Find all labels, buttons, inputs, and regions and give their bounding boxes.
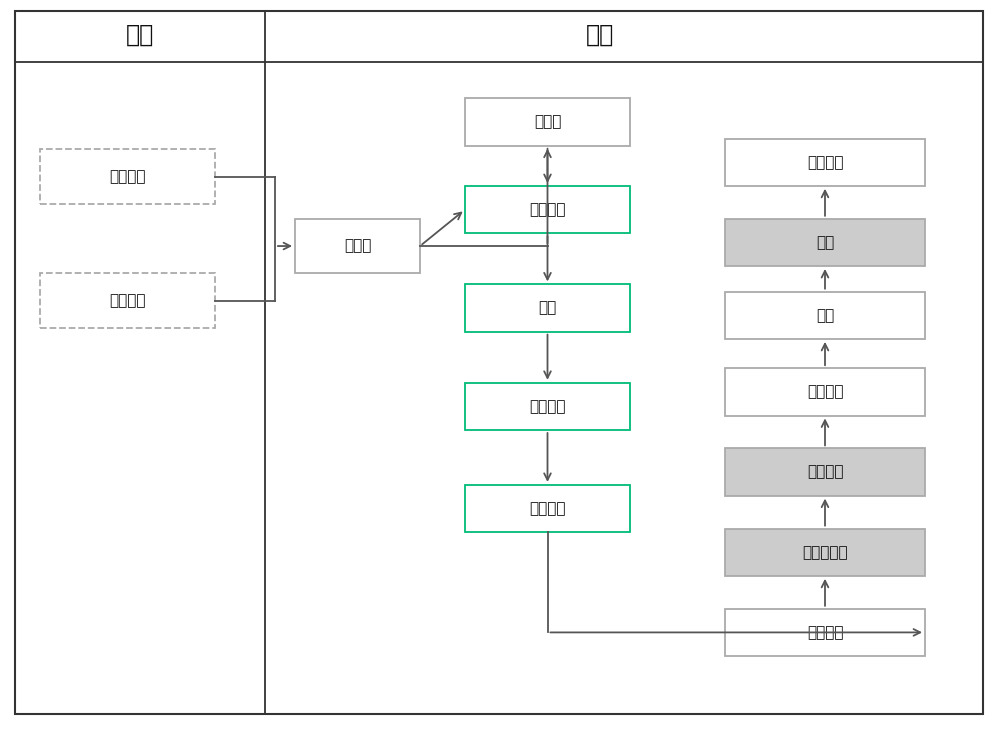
Text: 钻孔: 钻孔 (538, 300, 557, 316)
Text: 暂存区: 暂存区 (534, 114, 561, 130)
Text: 人工下板: 人工下板 (529, 399, 566, 414)
Text: 铝片开料: 铝片开料 (109, 293, 146, 308)
Text: 自动上板: 自动上板 (807, 625, 843, 640)
Bar (40, 273, 215, 328)
Bar (725, 448, 925, 496)
Text: 钻孔: 钻孔 (586, 23, 614, 47)
Bar (465, 383, 630, 430)
Bar (295, 219, 420, 273)
Text: 送磨板线: 送磨板线 (529, 501, 566, 516)
Text: 验孔: 验孔 (816, 235, 834, 250)
Bar (465, 186, 630, 233)
Bar (725, 139, 925, 186)
Text: 自动收板: 自动收板 (807, 155, 843, 170)
Text: 开料: 开料 (126, 23, 154, 47)
Text: 人工上板: 人工上板 (529, 202, 566, 217)
Bar (725, 219, 925, 266)
Bar (725, 292, 925, 339)
Text: 线边仓: 线边仓 (344, 238, 371, 254)
Bar (465, 284, 630, 332)
Bar (725, 368, 925, 416)
Bar (725, 609, 925, 656)
Bar (465, 485, 630, 532)
Text: 打磨披锋: 打磨披锋 (807, 384, 843, 399)
Bar (725, 529, 925, 576)
Text: 读取二维码: 读取二维码 (802, 545, 848, 560)
Text: 明码识别: 明码识别 (807, 464, 843, 480)
Bar (465, 98, 630, 146)
Bar (40, 149, 215, 204)
Text: 底板开料: 底板开料 (109, 169, 146, 184)
Text: 水洗: 水洗 (816, 308, 834, 323)
